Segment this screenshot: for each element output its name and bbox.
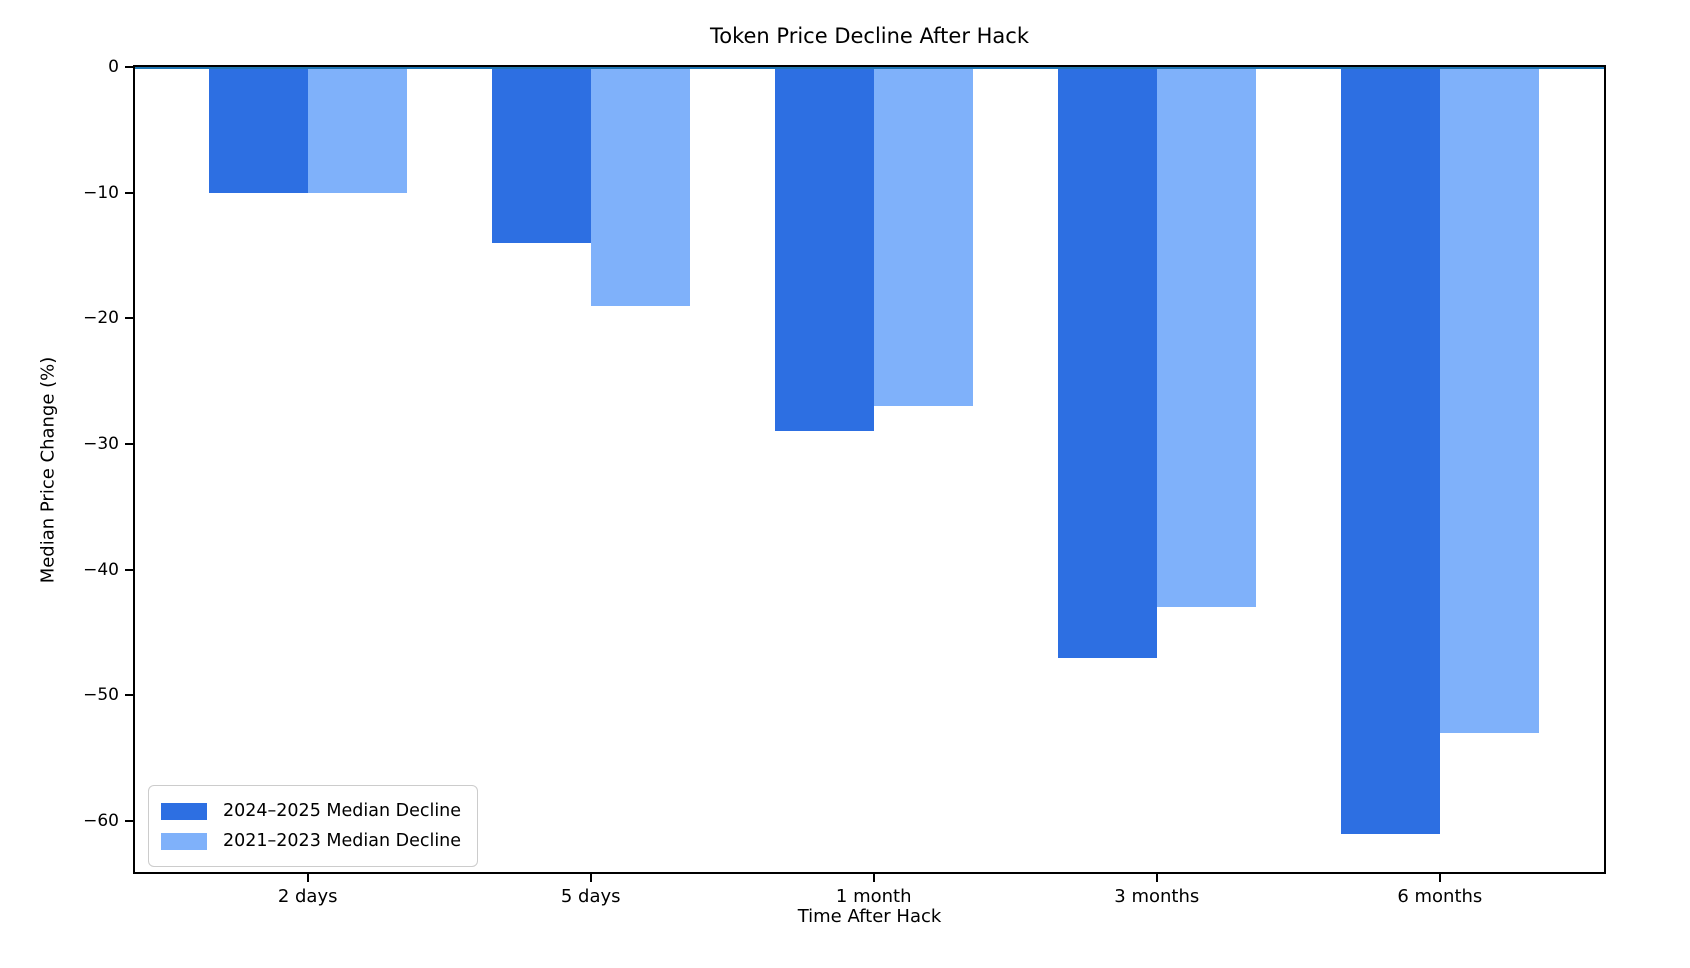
plot-area: 2024–2025 Median Decline 2021–2023 Media… <box>133 65 1606 874</box>
y-tick-label: −60 <box>83 811 119 832</box>
y-tick-mark <box>125 568 133 571</box>
legend-row: 2021–2023 Median Decline <box>161 826 461 856</box>
bar <box>208 67 308 193</box>
y-axis-label: Median Price Change (%) <box>37 356 59 584</box>
x-tick-mark <box>306 874 309 882</box>
y-tick-label: −30 <box>83 434 119 455</box>
y-tick-mark <box>125 694 133 697</box>
bar <box>774 67 874 432</box>
legend-row: 2024–2025 Median Decline <box>161 796 461 826</box>
y-tick-label: −10 <box>83 182 119 203</box>
zero-line <box>135 67 1604 69</box>
x-tick-mark <box>872 874 875 882</box>
legend-label: 2024–2025 Median Decline <box>223 801 462 821</box>
y-tick-mark <box>125 443 133 446</box>
bar <box>873 67 973 407</box>
y-tick-label: −40 <box>83 559 119 580</box>
legend-label: 2021–2023 Median Decline <box>223 831 462 851</box>
legend-swatch <box>161 802 207 820</box>
y-tick-mark <box>125 820 133 823</box>
x-tick-mark <box>589 874 592 882</box>
x-tick-label: 1 month <box>835 886 912 907</box>
y-tick-label: −50 <box>83 685 119 706</box>
bar <box>491 67 591 243</box>
x-tick-label: 6 months <box>1397 886 1483 907</box>
x-tick-label: 5 days <box>560 886 621 907</box>
y-tick-mark <box>125 66 133 68</box>
x-tick-mark <box>1438 874 1441 882</box>
bars-layer <box>135 67 1604 872</box>
bar <box>307 67 407 193</box>
y-tick-label: 0 <box>108 57 119 77</box>
y-tick-label: −20 <box>83 308 119 329</box>
bar <box>1439 67 1539 734</box>
chart-title: Token Price Decline After Hack <box>709 24 1029 48</box>
y-tick-mark <box>125 317 133 320</box>
x-tick-label: 3 months <box>1114 886 1200 907</box>
bar <box>1156 67 1256 608</box>
bar <box>1057 67 1157 658</box>
bar <box>590 67 690 306</box>
x-tick-label: 2 days <box>277 886 338 907</box>
bar <box>1340 67 1440 834</box>
x-tick-mark <box>1155 874 1158 882</box>
x-axis-label: Time After Hack <box>797 906 942 927</box>
y-tick-mark <box>125 191 133 194</box>
legend: 2024–2025 Median Decline 2021–2023 Media… <box>148 785 479 867</box>
legend-swatch <box>161 832 207 850</box>
